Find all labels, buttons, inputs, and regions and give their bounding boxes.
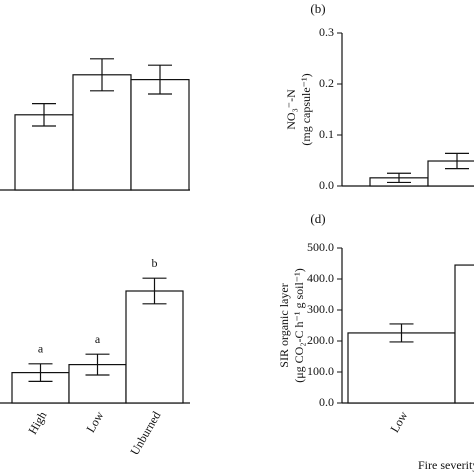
panel-label: (d)	[310, 211, 325, 226]
y-tick-label: 0.0	[319, 178, 334, 192]
bar	[130, 78, 190, 191]
bar	[454, 264, 474, 404]
significance-letter: a	[95, 332, 101, 346]
y-tick-label: 300.0	[307, 302, 334, 316]
y-axis-label: NO₃⁻-N	[284, 89, 298, 130]
panel-label: (b)	[310, 1, 325, 16]
y-tick-label: 400.0	[307, 271, 334, 285]
y-tick-label: 0.1	[319, 127, 334, 141]
bar	[125, 290, 184, 404]
x-tick-label: Unburned	[127, 409, 163, 458]
x-tick-label: High	[25, 409, 49, 437]
x-tick-label: Low	[387, 409, 410, 435]
y-axis-label: SIR organic layer	[277, 283, 291, 367]
y-tick-label: 0.2	[319, 76, 334, 90]
y-tick-label: 500.0	[307, 240, 334, 254]
y-axis-label: (μg CO₂-C h⁻¹ g soil⁻¹)	[292, 268, 306, 382]
bar	[72, 74, 132, 191]
significance-letter: a	[38, 342, 44, 356]
x-tick-label: Low	[83, 409, 106, 435]
y-tick-label: 0.3	[319, 25, 334, 39]
y-tick-label: 0.0	[319, 395, 334, 409]
y-axis-label: (mg capsule⁻¹)	[299, 73, 313, 145]
bar	[427, 160, 474, 187]
significance-letter: b	[152, 256, 158, 270]
x-axis-label: Fire severity	[418, 458, 474, 472]
y-tick-label: 100.0	[307, 364, 334, 378]
y-tick-label: 200.0	[307, 333, 334, 347]
bar	[347, 332, 456, 404]
